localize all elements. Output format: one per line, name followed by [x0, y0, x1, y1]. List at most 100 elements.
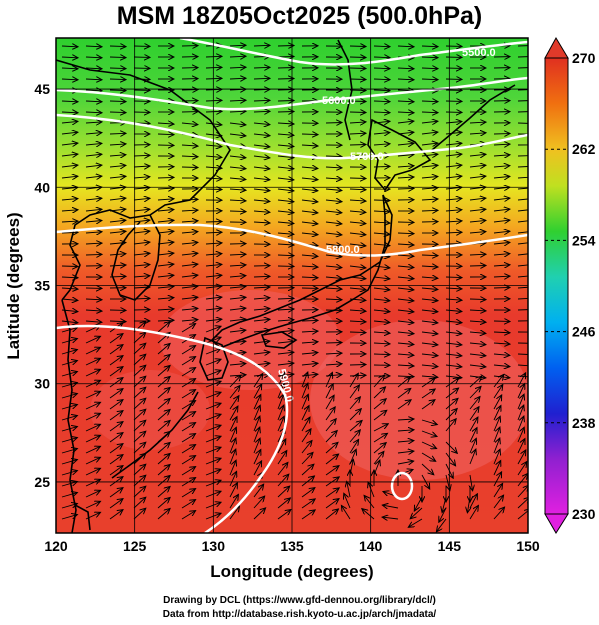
streamline-arrow: [373, 332, 390, 333]
colorbar-body: [544, 57, 569, 515]
streamline-arrow: [421, 343, 438, 345]
streamline-arrow: [469, 176, 486, 178]
streamline-arrow: [253, 178, 270, 180]
streamline-arrow: [517, 473, 528, 487]
streamline-arrow: [229, 123, 246, 125]
streamline-arrow: [397, 299, 414, 301]
streamline-arrow: [493, 395, 502, 410]
streamline-arrow: [157, 421, 170, 432]
streamline-arrow: [517, 287, 528, 288]
y-tick-label: 35: [34, 278, 50, 294]
streamline-arrow: [133, 209, 150, 211]
streamline-arrow: [181, 511, 196, 520]
streamline-arrow: [181, 324, 196, 333]
colorbar: 230 238 246 254 262 270: [544, 36, 596, 534]
streamline-arrow: [157, 355, 170, 366]
streamline-arrow: [373, 200, 390, 201]
streamline-arrow: [469, 266, 486, 267]
streamline-arrow: [301, 464, 314, 476]
streamline-arrow: [469, 254, 486, 255]
streamline-arrow: [61, 310, 78, 312]
streamline-arrow: [85, 435, 101, 443]
streamline-arrow: [109, 101, 126, 102]
streamline-arrow: [421, 199, 438, 200]
streamline-arrow: [157, 220, 174, 222]
streamline-arrow: [61, 504, 77, 509]
streamline-arrow: [181, 232, 198, 233]
contour-low: [390, 471, 414, 501]
streamline-arrow: [421, 277, 438, 278]
streamline-arrow: [373, 57, 390, 58]
streamline-arrow: [349, 321, 366, 322]
streamline-arrow: [349, 189, 366, 190]
streamline-arrow: [325, 488, 339, 498]
streamline-arrow: [373, 288, 390, 290]
streamline-arrow: [349, 373, 358, 388]
streamline-arrow: [325, 384, 333, 399]
streamline-arrow: [493, 166, 510, 167]
streamline-arrow: [301, 394, 308, 410]
streamline-arrow: [109, 321, 126, 322]
streamline-arrow: [373, 277, 390, 279]
streamline-arrow: [277, 462, 288, 476]
streamline-arrow: [517, 462, 527, 476]
streamline-arrow: [349, 409, 361, 421]
streamline-arrow: [301, 211, 318, 213]
x-tick-label: 130: [202, 538, 226, 554]
streamline-arrow: [347, 481, 350, 498]
streamline-arrow: [157, 286, 174, 288]
streamline-arrow: [517, 45, 528, 46]
streamline-arrow: [373, 433, 388, 443]
streamline-arrow: [133, 332, 146, 344]
streamline-arrow: [61, 101, 78, 102]
streamline-arrow: [325, 222, 342, 224]
streamline-arrow: [205, 111, 222, 112]
streamline-arrow: [133, 508, 146, 520]
streamline-arrow: [253, 438, 260, 454]
streamline-arrow: [133, 464, 146, 476]
streamline-arrow: [85, 468, 101, 476]
streamline-arrow: [349, 299, 366, 300]
streamline-arrow: [421, 266, 438, 267]
streamline-arrow: [85, 347, 101, 355]
streamline-arrow: [253, 287, 270, 288]
streamline-arrow: [61, 46, 78, 47]
streamline-arrow: [61, 154, 78, 156]
streamline-arrow: [445, 354, 462, 356]
streamline-arrow: [205, 167, 222, 168]
streamline-arrow: [109, 112, 126, 113]
streamline-arrow: [517, 177, 528, 178]
streamline-arrow: [373, 211, 390, 212]
streamline-arrow: [373, 101, 390, 102]
streamline-arrow: [349, 397, 360, 410]
streamline-arrow: [133, 409, 146, 421]
streamline-arrow: [397, 143, 414, 145]
streamline-arrow: [349, 133, 366, 134]
streamline-arrow: [349, 430, 360, 443]
streamline-arrow: [109, 68, 126, 69]
streamline-arrow: [517, 56, 528, 57]
streamline-arrow: [205, 178, 222, 179]
streamline-arrow: [421, 188, 438, 189]
colorbar-top-triangle: [544, 36, 569, 59]
streamline-arrow: [229, 483, 237, 498]
streamline-arrow: [517, 276, 528, 278]
streamline-arrow: [61, 449, 77, 454]
streamline-arrow: [301, 331, 318, 332]
contour-5500: [179, 38, 528, 66]
streamline-arrow: [469, 407, 479, 421]
streamline-arrow: [469, 343, 486, 345]
streamline-arrow: [109, 133, 126, 134]
streamline-arrow: [277, 331, 294, 333]
streamline-arrow: [61, 121, 78, 123]
streamline-arrow: [414, 496, 423, 511]
streamline-arrow: [133, 177, 150, 178]
streamline-arrow: [421, 419, 437, 425]
streamline-arrow: [229, 417, 237, 432]
streamline-arrow: [85, 490, 101, 498]
streamline-arrow: [253, 496, 265, 509]
streamline-arrow: [133, 298, 150, 299]
streamline-arrow: [109, 378, 123, 388]
streamline-arrow: [61, 232, 78, 233]
streamline-arrow: [181, 445, 196, 454]
